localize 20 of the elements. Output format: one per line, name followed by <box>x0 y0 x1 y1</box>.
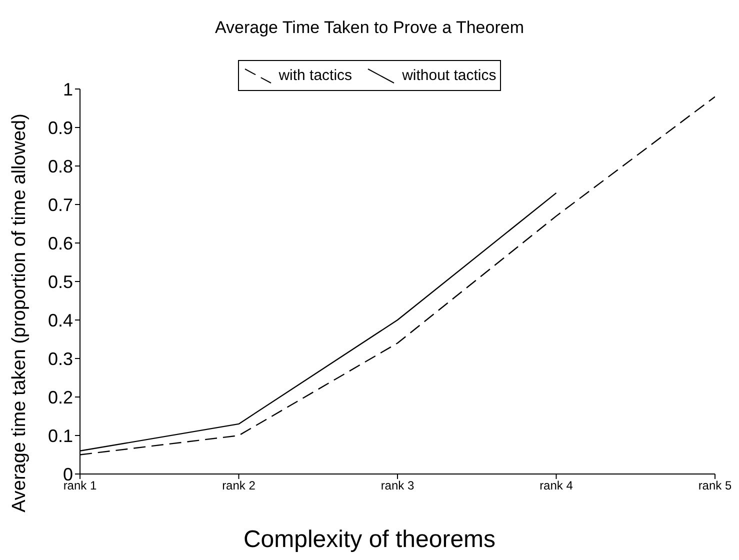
x-axis-title: Complexity of theorems <box>242 526 497 554</box>
y-tick-label: 0.1 <box>48 426 73 446</box>
y-tick-label: 0.2 <box>48 387 73 408</box>
y-tick-label: 0.4 <box>48 310 73 330</box>
y-tick-label: 0.6 <box>48 233 73 254</box>
y-tick-label: 0.8 <box>48 156 73 176</box>
y-tick-label: 0.9 <box>48 118 73 138</box>
x-tick-label: rank 3 <box>380 478 414 493</box>
legend-label: with tactics <box>278 67 352 84</box>
x-tick-label: rank 5 <box>698 478 732 493</box>
legend-label: without tactics <box>402 67 496 84</box>
y-tick-label: 0.3 <box>48 348 73 369</box>
x-tick-label: rank 2 <box>222 478 256 493</box>
y-tick-label: 0 <box>62 464 73 484</box>
y-tick-label: 0.5 <box>48 272 73 292</box>
y-tick-label: 1 <box>62 79 73 100</box>
y-axis-title: Average time taken (proportion of time allowed) <box>9 114 31 512</box>
chart-title: Average Time Taken to Prove a Theorem <box>214 18 525 38</box>
y-tick-label: 0.7 <box>48 194 73 215</box>
x-tick-label: rank 4 <box>540 478 574 493</box>
